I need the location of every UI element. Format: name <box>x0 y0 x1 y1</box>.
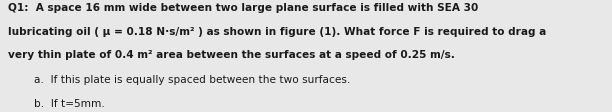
Text: lubricating oil ( μ = 0.18 N·s/m² ) as shown in figure (1). What force F is requ: lubricating oil ( μ = 0.18 N·s/m² ) as s… <box>8 27 546 37</box>
Text: Q1:  A space 16 mm wide between two large plane surface is filled with SEA 30: Q1: A space 16 mm wide between two large… <box>8 3 478 13</box>
Text: a.  If this plate is equally spaced between the two surfaces.: a. If this plate is equally spaced betwe… <box>34 75 350 85</box>
Text: very thin plate of 0.4 m² area between the surfaces at a speed of 0.25 m/s.: very thin plate of 0.4 m² area between t… <box>8 50 455 60</box>
Text: b.  If t=5mm.: b. If t=5mm. <box>34 99 105 109</box>
